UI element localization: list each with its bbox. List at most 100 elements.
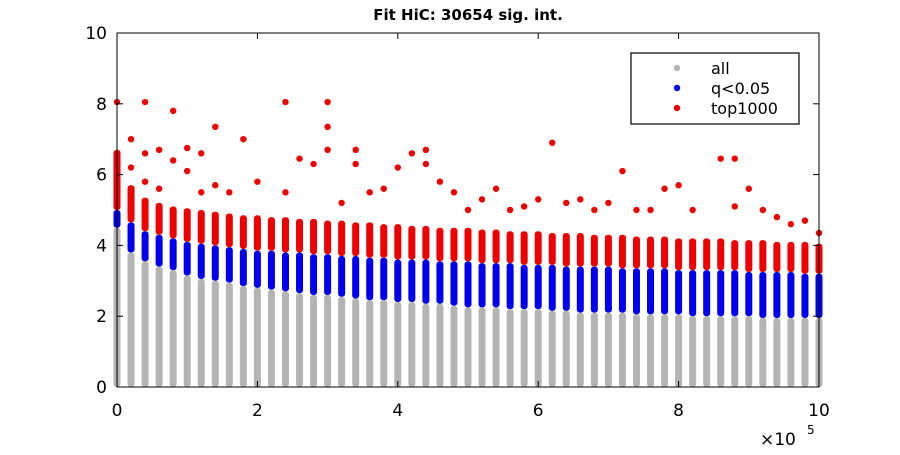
q-point-band: [801, 273, 809, 318]
top1000-point: [198, 189, 205, 196]
q-point-band: [689, 270, 697, 317]
all-point-band: [632, 314, 640, 387]
top1000-point: [492, 185, 500, 192]
all-point-band: [534, 309, 542, 387]
all-point-band: [731, 316, 739, 387]
q-point-band: [253, 250, 261, 288]
top1000-point: [127, 164, 135, 171]
top1000-point: [759, 206, 767, 214]
q-point-band: [661, 268, 669, 315]
top1000-point-band: [632, 236, 640, 269]
top1000-point-band: [422, 225, 430, 260]
top1000-point-band: [675, 238, 683, 271]
q-point-band: [127, 222, 135, 253]
top1000-point-band: [366, 222, 374, 258]
q-point-band: [703, 270, 711, 317]
all-point-band: [141, 261, 149, 387]
all-point-band: [253, 287, 261, 387]
all-point-band: [127, 252, 135, 387]
all-point-band: [422, 303, 430, 387]
all-point-band: [338, 296, 346, 387]
top1000-point: [324, 146, 331, 154]
q-point-band: [324, 254, 332, 295]
q-point-band: [197, 243, 205, 280]
all-point-band: [225, 282, 233, 387]
top1000-point: [633, 206, 640, 214]
x-tick-label: 0: [112, 401, 123, 421]
chart-title: Fit HiC: 30654 sig. int.: [373, 6, 563, 24]
top1000-point-band: [281, 217, 289, 253]
top1000-point: [745, 185, 752, 192]
q-point-band: [436, 261, 444, 304]
y-tick-label: 0: [96, 378, 107, 398]
q-point-band: [169, 238, 177, 271]
x-tick-label: 6: [533, 401, 544, 421]
top1000-point-band: [506, 231, 514, 264]
top1000-point-band: [647, 236, 655, 269]
q-point-band: [141, 231, 149, 262]
x-multiplier-label: ×10: [760, 430, 796, 450]
top1000-point-band: [576, 233, 584, 267]
all-point-band: [478, 307, 486, 387]
top1000-point-band: [450, 227, 458, 262]
top1000-point: [240, 136, 247, 143]
x-tick-label: 10: [808, 401, 830, 421]
q-point-band: [310, 254, 318, 295]
all-point-band: [464, 307, 472, 387]
all-point-band: [717, 316, 725, 387]
top1000-point: [605, 199, 612, 207]
axes-layer: 0 2 4 6 8 10 0 2 4 6 8 10 ×10 5: [85, 24, 829, 450]
top1000-point-band: [604, 234, 612, 267]
y-tick-label: 8: [96, 95, 107, 115]
top1000-point: [380, 185, 387, 192]
all-point-band: [647, 314, 655, 387]
top1000-point: [661, 185, 668, 192]
all-point-band: [197, 279, 205, 387]
q-point-band: [675, 270, 683, 315]
all-point-band: [675, 314, 683, 387]
q-point-band: [352, 256, 360, 299]
top1000-point: [169, 157, 177, 164]
q-point-band: [745, 271, 753, 317]
legend-label: q<0.05: [711, 79, 770, 98]
all-point-band: [408, 302, 416, 387]
y-tick-label: 6: [96, 166, 107, 186]
top1000-point: [324, 98, 331, 106]
all-point-band: [759, 317, 767, 387]
q-point-band: [492, 263, 500, 308]
top1000-point-band: [253, 215, 261, 251]
top1000-point-band: [394, 224, 402, 260]
top1000-point: [436, 178, 444, 185]
legend-marker: [673, 84, 681, 92]
top1000-point: [212, 182, 219, 189]
top1000-point: [478, 196, 486, 203]
q-point-band: [534, 264, 542, 310]
top1000-point: [450, 189, 458, 196]
top1000-point-band: [520, 231, 528, 265]
top1000-point-band: [478, 229, 486, 264]
top1000-point: [535, 196, 542, 203]
top1000-point: [801, 217, 809, 224]
top1000-point: [422, 146, 430, 154]
top1000-point-band: [801, 241, 809, 274]
all-point-band: [239, 286, 247, 387]
top1000-point: [675, 182, 682, 189]
all-point-band: [618, 312, 626, 387]
top1000-point: [310, 160, 317, 168]
top1000-point: [141, 150, 149, 157]
all-point-band: [310, 294, 318, 387]
top1000-point: [366, 189, 373, 196]
top1000-point: [549, 139, 556, 146]
top1000-point: [338, 199, 345, 207]
top1000-point-band: [169, 206, 177, 239]
top1000-point: [731, 155, 738, 162]
top1000-point: [352, 160, 359, 168]
all-point-band: [576, 312, 584, 387]
legend-label: top1000: [711, 99, 778, 118]
q-point-band: [590, 266, 598, 313]
plot-frame: [116, 32, 820, 388]
top1000-point-band: [267, 217, 275, 251]
top1000-point: [184, 144, 191, 152]
q-point-band: [632, 268, 640, 315]
